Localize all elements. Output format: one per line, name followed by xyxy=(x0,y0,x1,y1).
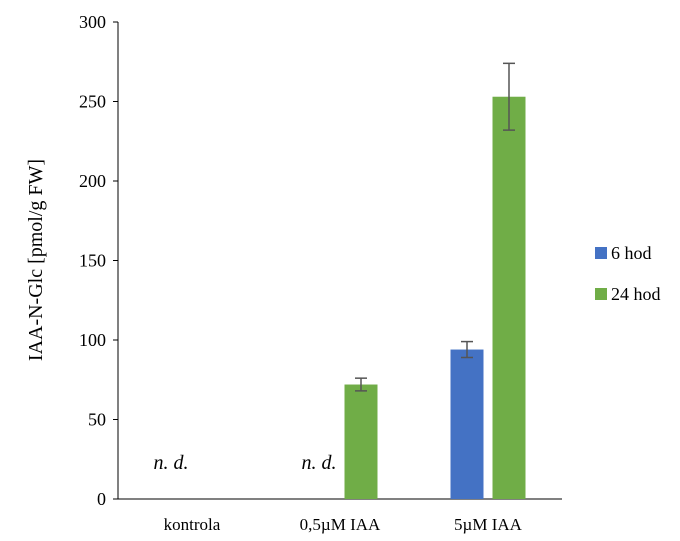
legend-label-24-hod: 24 hod xyxy=(611,284,661,304)
legend-swatch-24-hod xyxy=(595,288,607,300)
x-category-label: kontrola xyxy=(164,515,221,534)
y-tick-label: 100 xyxy=(79,330,106,350)
plot-area: 0 50 100 150 200 250 300 kontrola 0,5µM IAA 5µM I… xyxy=(79,12,562,534)
bar xyxy=(450,349,484,499)
nd-annotation: n. d. xyxy=(154,452,189,474)
y-tick-label: 150 xyxy=(79,251,106,271)
x-category-label: 0,5µM IAA xyxy=(300,515,381,534)
x-category-label: 5µM IAA xyxy=(454,515,523,534)
legend: 6 hod 24 hod xyxy=(595,243,661,304)
y-tick-label: 300 xyxy=(79,12,106,32)
y-tick-label: 200 xyxy=(79,171,106,191)
y-tick-label: 50 xyxy=(88,410,106,430)
bar xyxy=(344,384,378,499)
y-tick-label: 0 xyxy=(97,489,106,509)
legend-label-6-hod: 6 hod xyxy=(611,243,652,263)
legend-swatch-6-hod xyxy=(595,247,607,259)
bar xyxy=(492,96,526,499)
y-tick-label: 250 xyxy=(79,92,106,112)
nd-annotation: n. d. xyxy=(302,452,337,474)
y-axis-title: IAA-N-Glc [pmol/g FW] xyxy=(25,159,47,361)
